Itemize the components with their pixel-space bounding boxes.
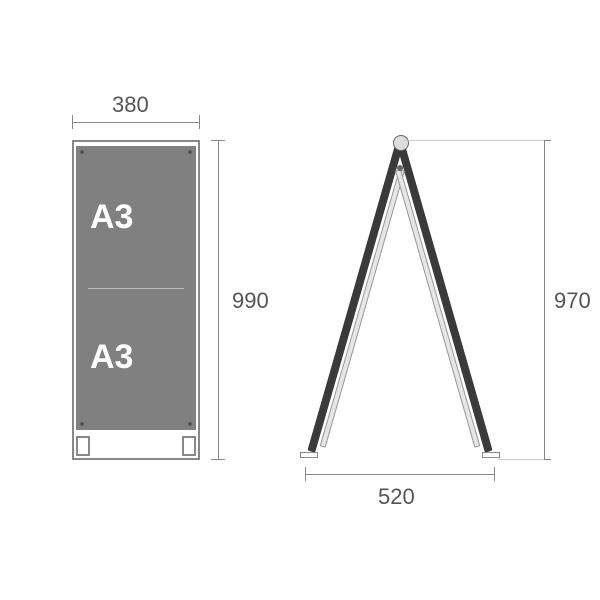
dim-side-width-line xyxy=(305,474,495,475)
dim-side-height-label: 970 xyxy=(554,288,591,314)
dim-side-width-label: 520 xyxy=(378,484,415,510)
dim-side-height-line xyxy=(544,140,545,460)
aframe-hinge-pin xyxy=(397,165,403,171)
ext-line-top xyxy=(404,140,544,141)
diagram-canvas: 380 990 A3 A3 520 970 xyxy=(0,0,600,600)
aframe-foot-right xyxy=(482,452,500,458)
aframe-leg-right-inner xyxy=(395,169,480,447)
aframe-leg-right xyxy=(396,141,492,453)
aframe-leg-left xyxy=(307,141,403,453)
aframe-leg-left-inner xyxy=(320,169,405,447)
aframe-foot-left xyxy=(300,452,318,458)
ext-line-bottom xyxy=(498,459,544,460)
aframe-hinge xyxy=(393,135,409,151)
side-view-aframe xyxy=(0,0,600,600)
